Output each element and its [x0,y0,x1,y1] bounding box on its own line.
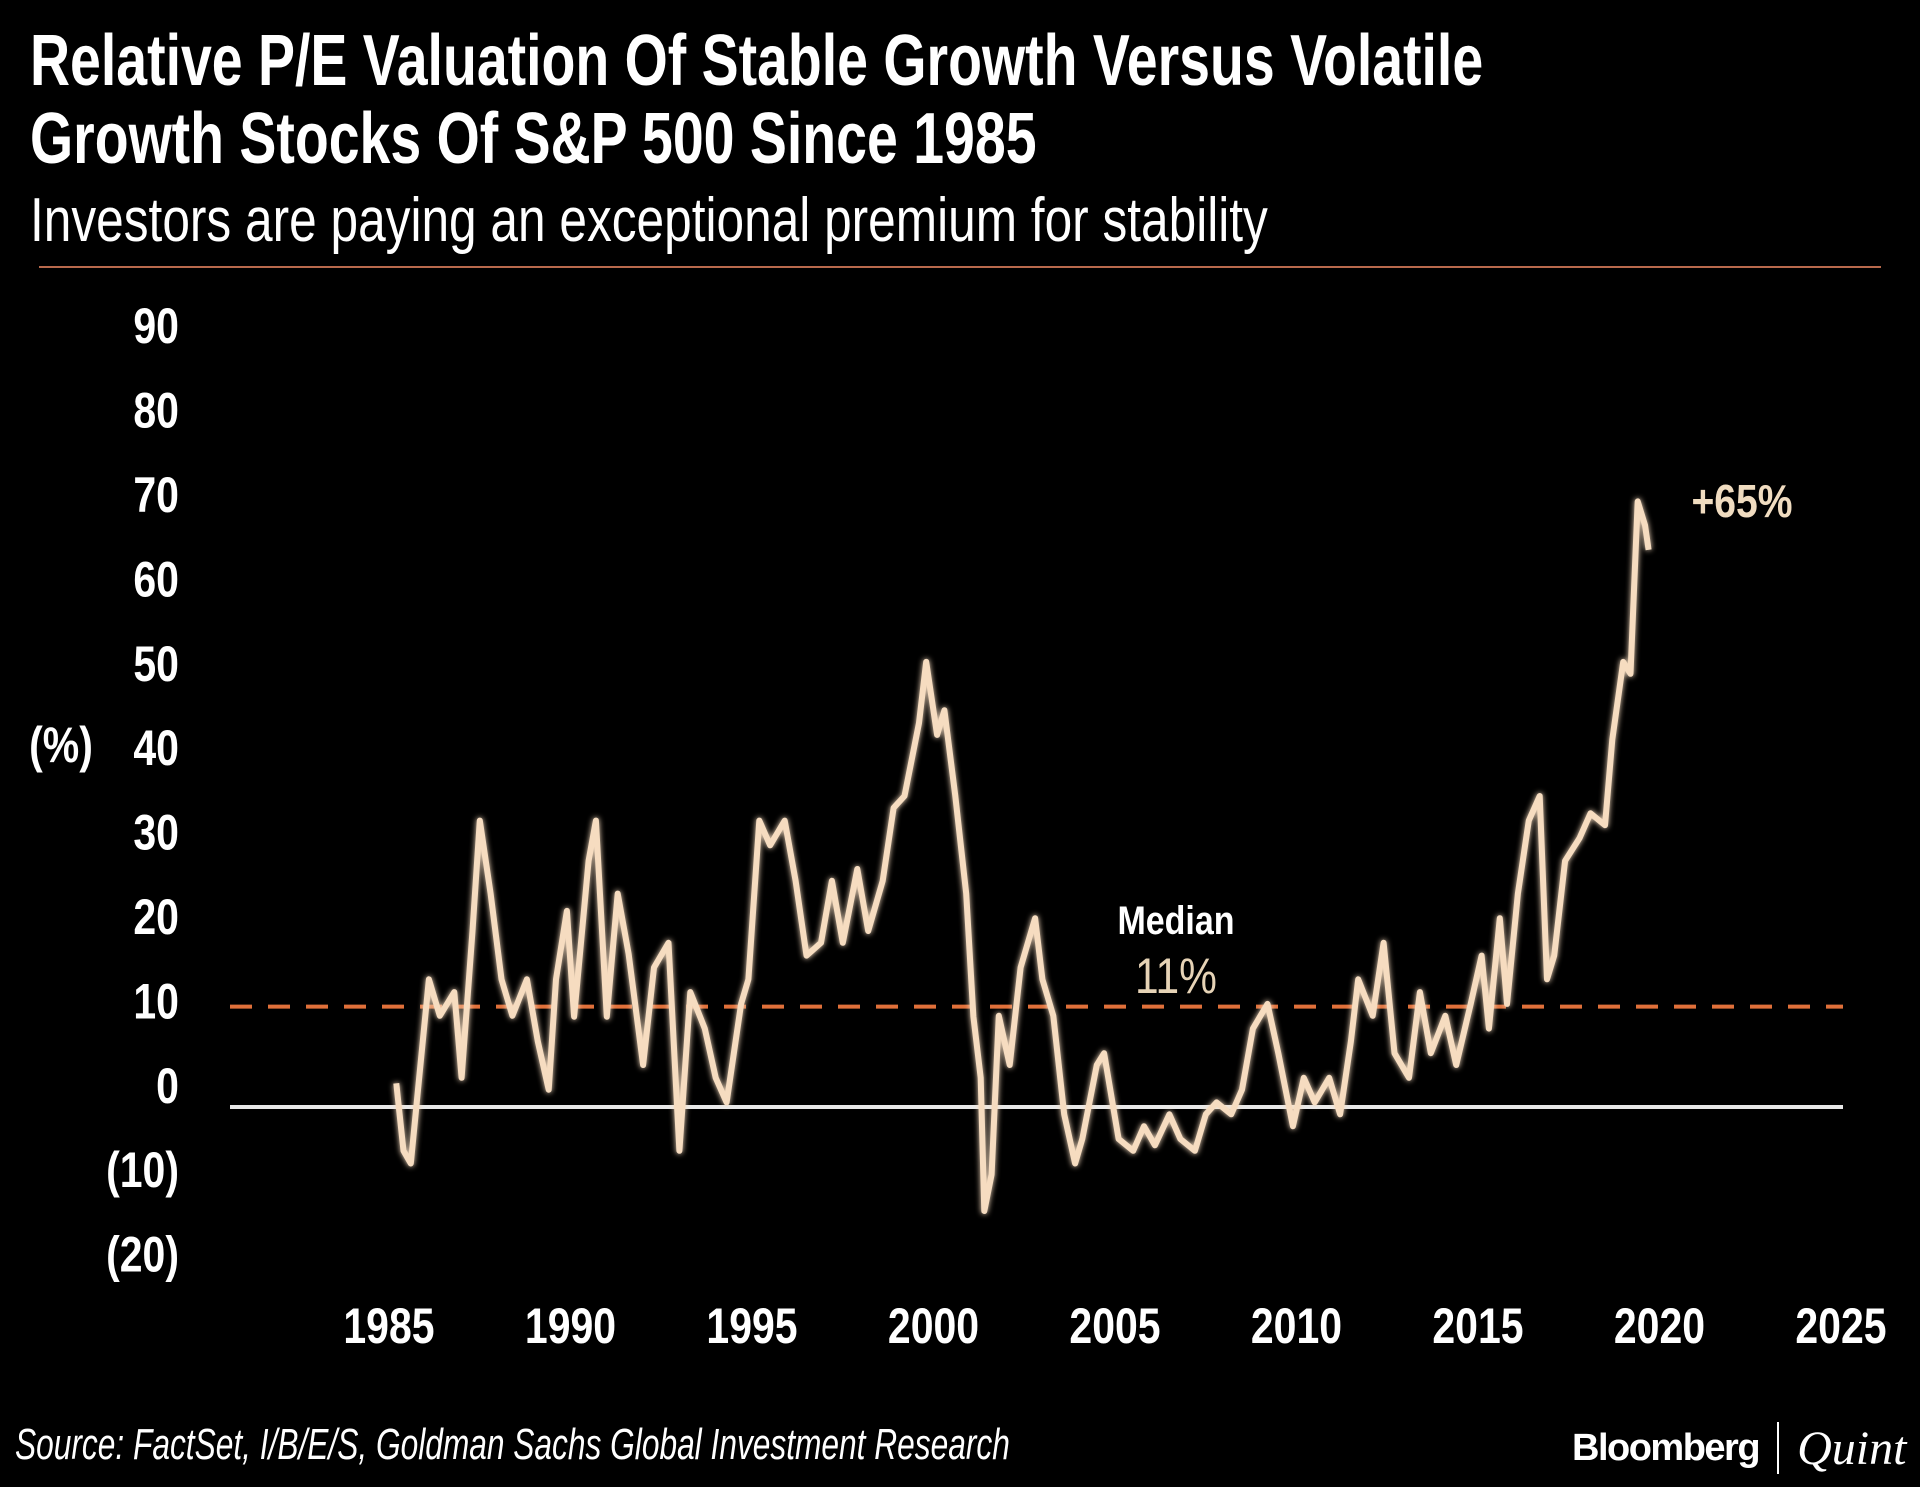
x-tick-label: 2020 [1614,1298,1705,1354]
y-tick-label: (20) [106,1227,179,1283]
header-divider [39,266,1881,268]
chart-title: Relative P/E Valuation Of Stable Growth … [30,22,1917,178]
title-line-1: Relative P/E Valuation Of Stable Growth … [30,21,1484,101]
logo-quint: Quint [1797,1421,1907,1475]
y-tick-label: 30 [133,805,179,861]
y-axis-label: (%) [29,717,93,773]
y-axis: 90 80 70 60 50 40 30 20 10 0 (10) (20) [106,298,179,1282]
median-label: Median [1117,897,1234,942]
logo-bloomberg: Bloomberg [1572,1426,1761,1469]
y-tick-label: 60 [133,552,179,608]
y-tick-label: (10) [106,1142,179,1198]
y-tick-label: 40 [133,720,179,776]
y-tick-label: 90 [133,298,179,354]
x-tick-label: 1995 [706,1298,797,1354]
chart-subtitle: Investors are paying an exceptional prem… [30,186,1577,256]
x-axis: 1985 1990 1995 2000 2005 2010 2015 2020 2025 [343,1298,1886,1354]
x-tick-label: 2010 [1251,1298,1342,1354]
source-text: Source: FactSet, I/B/E/S, Goldman Sachs … [15,1420,1010,1469]
x-tick-label: 2005 [1069,1298,1160,1354]
bloombergquint-logo: Bloomberg Quint [1572,1418,1906,1478]
source-note: Source: FactSet, I/B/E/S, Goldman Sachs … [15,1420,1397,1470]
logo-divider [1777,1422,1780,1474]
x-tick-label: 2000 [888,1298,979,1354]
y-tick-label: 10 [133,974,179,1030]
series-line [393,498,1652,1214]
title-line-2: Growth Stocks Of S&P 500 Since 1985 [30,99,1037,179]
y-tick-label: 70 [133,467,179,523]
peak-annotation: +65% [1691,476,1792,528]
subtitle-text: Investors are paying an exceptional prem… [30,186,1268,255]
x-tick-label: 1990 [525,1298,616,1354]
y-tick-label: 0 [156,1058,179,1114]
x-tick-label: 2025 [1795,1298,1886,1354]
x-tick-label: 1985 [343,1298,434,1354]
median-value-label: 11% [1135,948,1217,1004]
y-tick-label: 50 [133,636,179,692]
y-tick-label: 20 [133,889,179,945]
y-tick-label: 80 [133,383,179,439]
x-tick-label: 2015 [1432,1298,1523,1354]
